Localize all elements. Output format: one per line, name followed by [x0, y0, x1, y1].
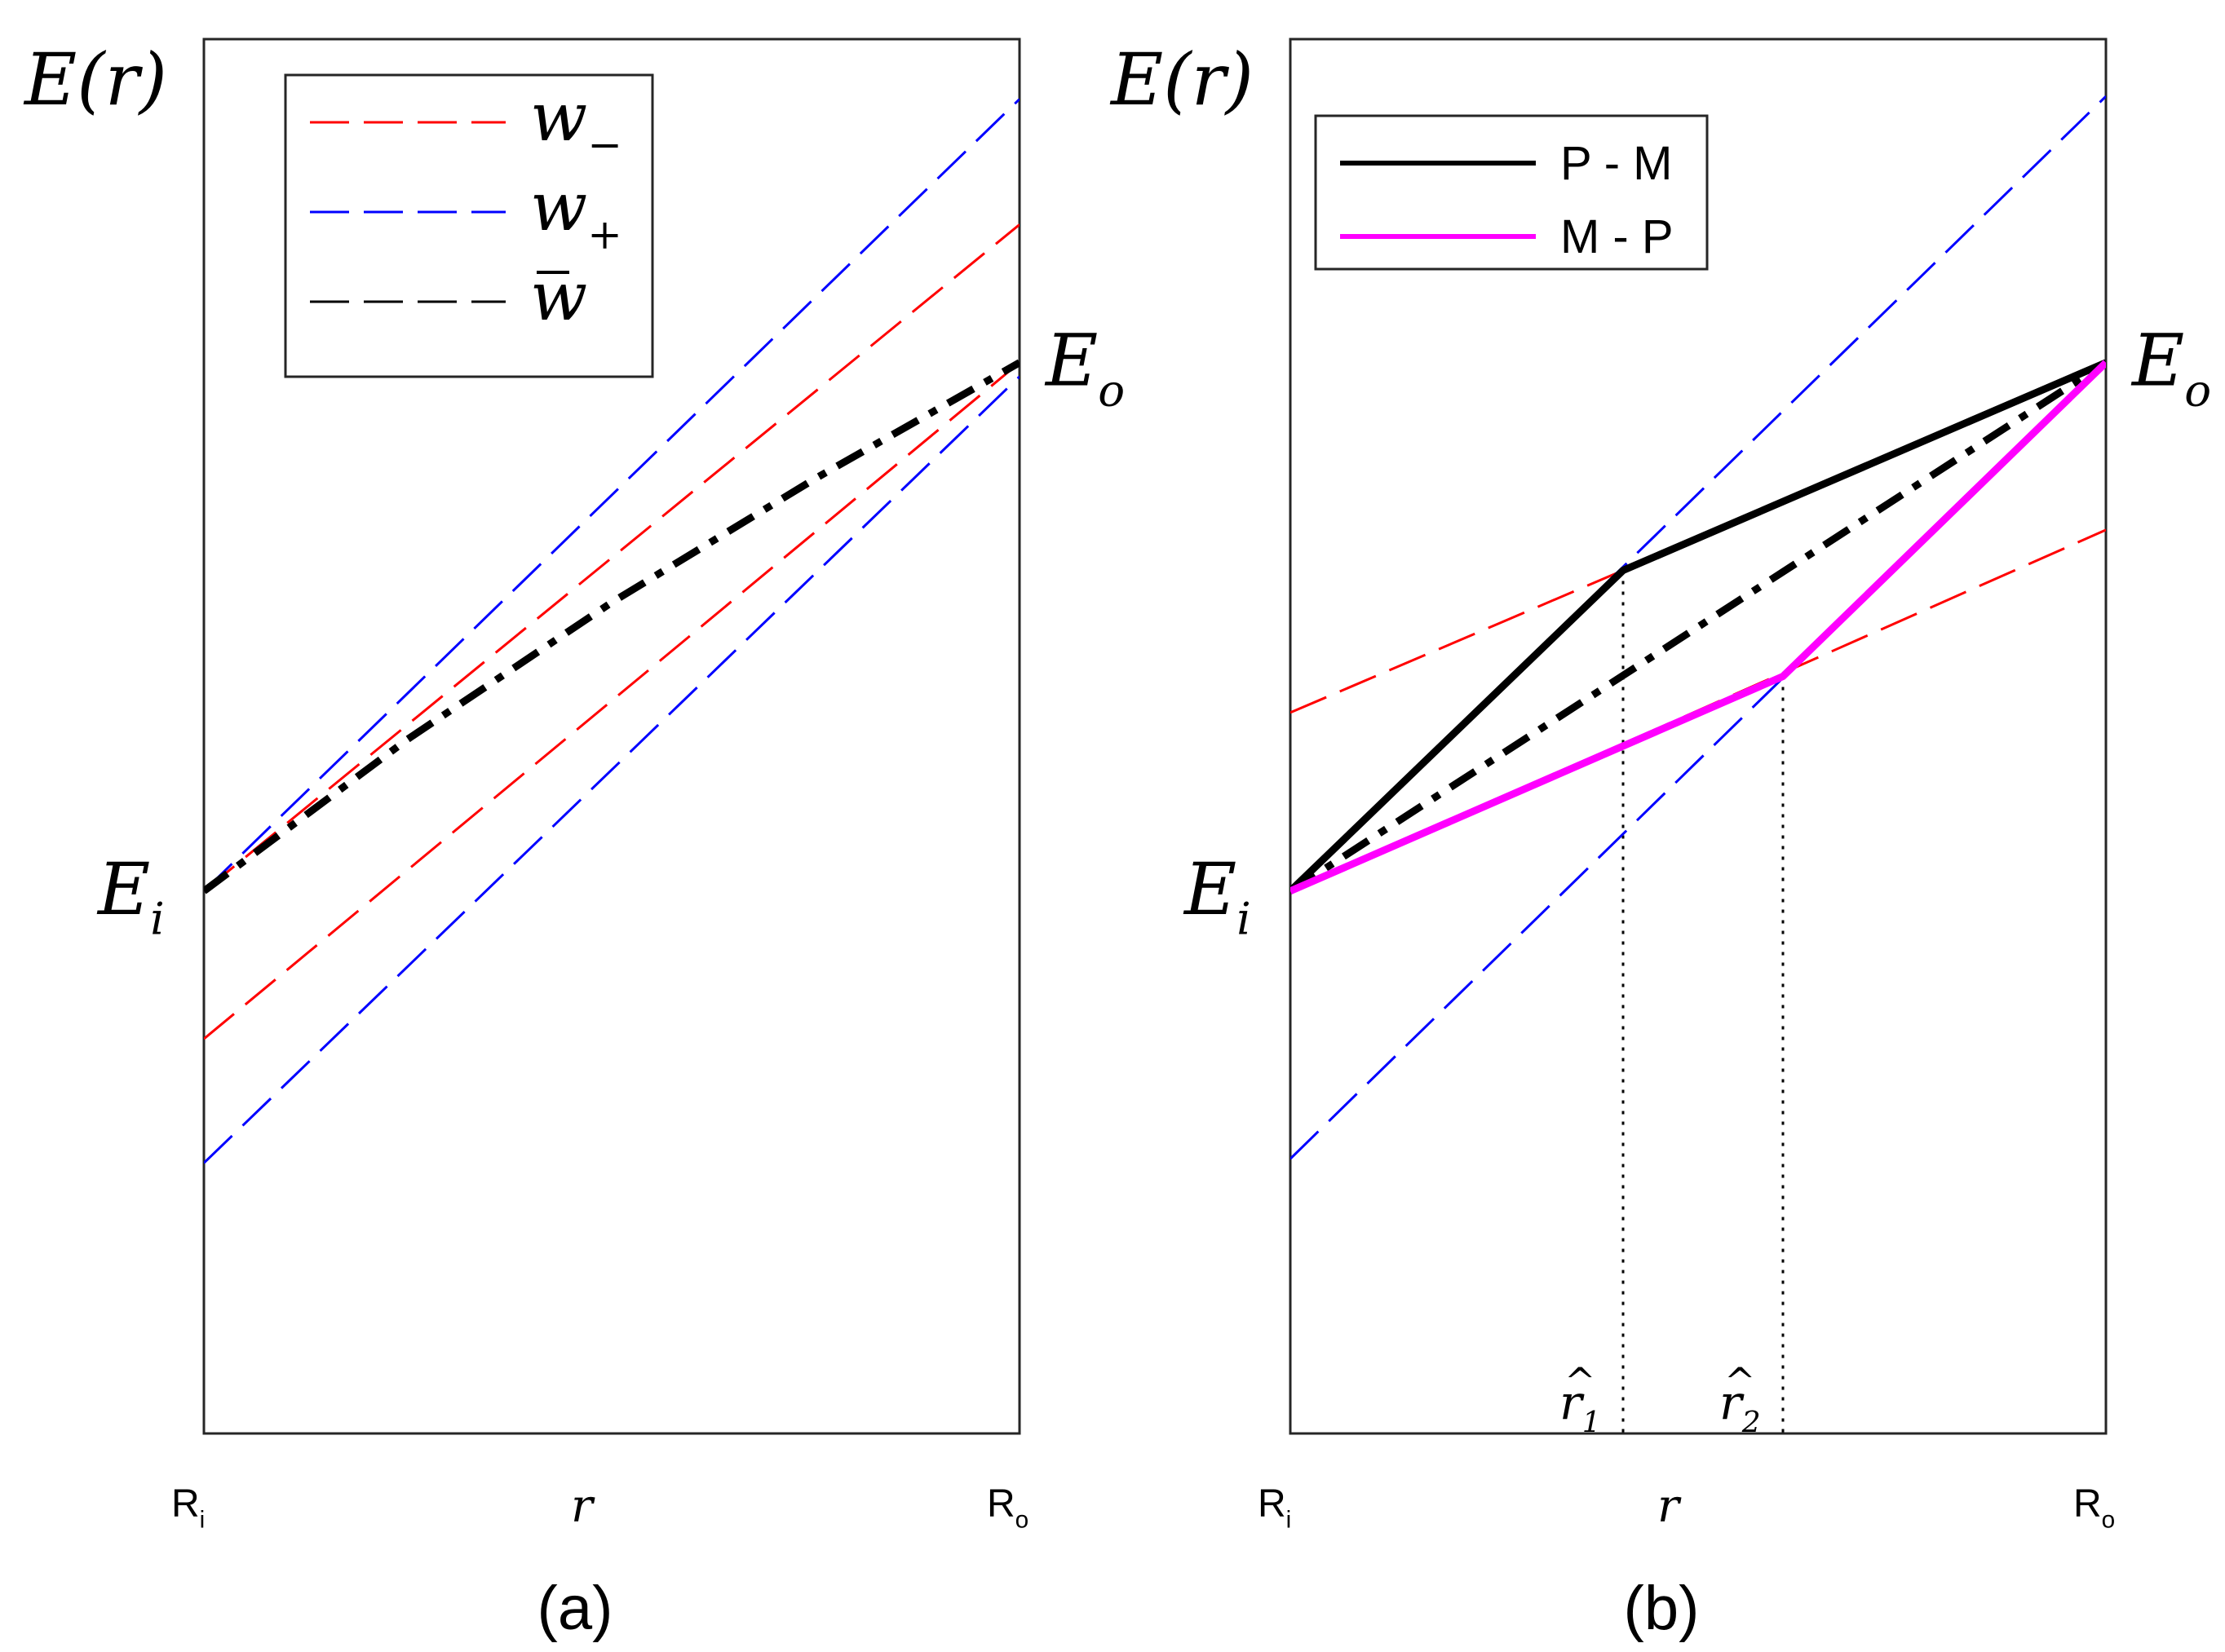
annotation-e-i: Ei [96, 847, 165, 945]
panel-label: (b) [1624, 1574, 1700, 1643]
legend-label-1-main: w [530, 79, 587, 157]
annotation-e-i-sub: i [150, 892, 164, 944]
marker-label-1-text: r1 [1559, 1375, 1601, 1439]
series-w-bar [1290, 359, 2106, 894]
marker-hat-1: ^ [1564, 1359, 1596, 1403]
legend: w−w+w [284, 73, 654, 378]
legend-label-3: w [530, 258, 587, 336]
legend-label-2: M - P [1560, 210, 1674, 263]
annotation-e-i-main: E [1183, 847, 1236, 931]
series-w-plus-lower [204, 375, 1020, 1164]
series-p---m [1290, 359, 2106, 894]
legend: P - M M - P [1314, 114, 1709, 271]
series-group [204, 98, 1020, 1164]
x-tick-left: Ri [1258, 1482, 1291, 1533]
legend-label-2: w+ [530, 169, 622, 258]
annotation-e-o-text: Eo [1044, 319, 1125, 417]
legend-label-3-text: w [530, 258, 587, 336]
series-w-plus-upper [204, 98, 1020, 892]
marker-label-1-sub: 1 [1582, 1406, 1601, 1439]
annotation-e-o-text: Eo [2130, 319, 2211, 417]
marker-label-2: r2^ [1719, 1359, 1761, 1439]
legend-label-2-main: w [530, 169, 587, 246]
series-w-minus-lower [204, 361, 1020, 1040]
marker-label-2-text: r2 [1719, 1375, 1761, 1439]
x-tick-right: Ro [2073, 1482, 2115, 1533]
marker-hat-2: ^ [1724, 1359, 1756, 1403]
x-tick-left-main: R [171, 1482, 200, 1526]
y-axis-label: E(r) [1109, 38, 1254, 121]
x-tick-left-sub: i [200, 1506, 206, 1533]
annotation-e-o-main: E [1044, 319, 1098, 403]
series-m---p [1290, 360, 2106, 894]
legend-label-1: w− [530, 79, 622, 169]
legend-label-2-text: w+ [530, 169, 622, 258]
axes-frame [202, 38, 1021, 1435]
annotation-e-i-text: Ei [1183, 847, 1251, 945]
legend-box [1314, 114, 1709, 271]
x-tick-right-sub: o [1015, 1506, 1029, 1533]
x-tick-right-main: R [987, 1482, 1015, 1526]
y-axis-label: E(r) [23, 38, 167, 121]
panel-label: (a) [537, 1574, 613, 1643]
x-tick-left-text: Ri [171, 1482, 205, 1533]
x-tick-right-text: Ro [987, 1482, 1028, 1533]
series-group [1290, 95, 2106, 1160]
legend-box [284, 73, 654, 378]
x-tick-right-text: Ro [2073, 1482, 2115, 1533]
x-tick-left-text: Ri [1258, 1482, 1291, 1533]
annotation-e-o-sub: o [2184, 364, 2211, 416]
series-w-bar [204, 359, 1020, 894]
annotation-e-i-text: Ei [96, 847, 165, 945]
axes-frame [1289, 38, 2108, 1435]
annotation-e-i-sub: i [1236, 892, 1250, 944]
series-w-minus-upper-ext [1290, 569, 1624, 714]
series-w-minus-upper [204, 223, 1020, 892]
legend-label-2-sub: + [587, 210, 622, 258]
marker-label-1: r1^ [1559, 1359, 1601, 1439]
annotation-e-o: Eo [2130, 319, 2211, 417]
annotation-e-i: Ei [1183, 847, 1251, 945]
annotation-e-i-main: E [96, 847, 150, 931]
marker-label-2-main: r [1719, 1375, 1745, 1430]
x-tick-right: Ro [987, 1482, 1028, 1533]
x-tick-left: Ri [171, 1482, 205, 1533]
marker-label-1-main: r [1559, 1375, 1585, 1430]
legend-label-3-main: w [530, 258, 587, 336]
annotation-e-o-main: E [2130, 319, 2184, 403]
annotation-e-o: Eo [1044, 319, 1125, 417]
x-tick-right-sub: o [2102, 1506, 2116, 1533]
marker-label-2-sub: 2 [1741, 1406, 1761, 1439]
x-tick-left-main: R [1258, 1482, 1286, 1526]
x-axis-label: r [571, 1480, 595, 1533]
legend-label-1-sub: − [587, 121, 622, 169]
legend-label-1-text: w− [530, 79, 622, 169]
x-tick-right-main: R [2073, 1482, 2102, 1526]
x-axis-label: r [1657, 1480, 1682, 1533]
x-tick-left-sub: i [1286, 1506, 1292, 1533]
annotation-e-o-sub: o [1098, 364, 1125, 416]
legend-label-1: P - M [1560, 137, 1673, 190]
